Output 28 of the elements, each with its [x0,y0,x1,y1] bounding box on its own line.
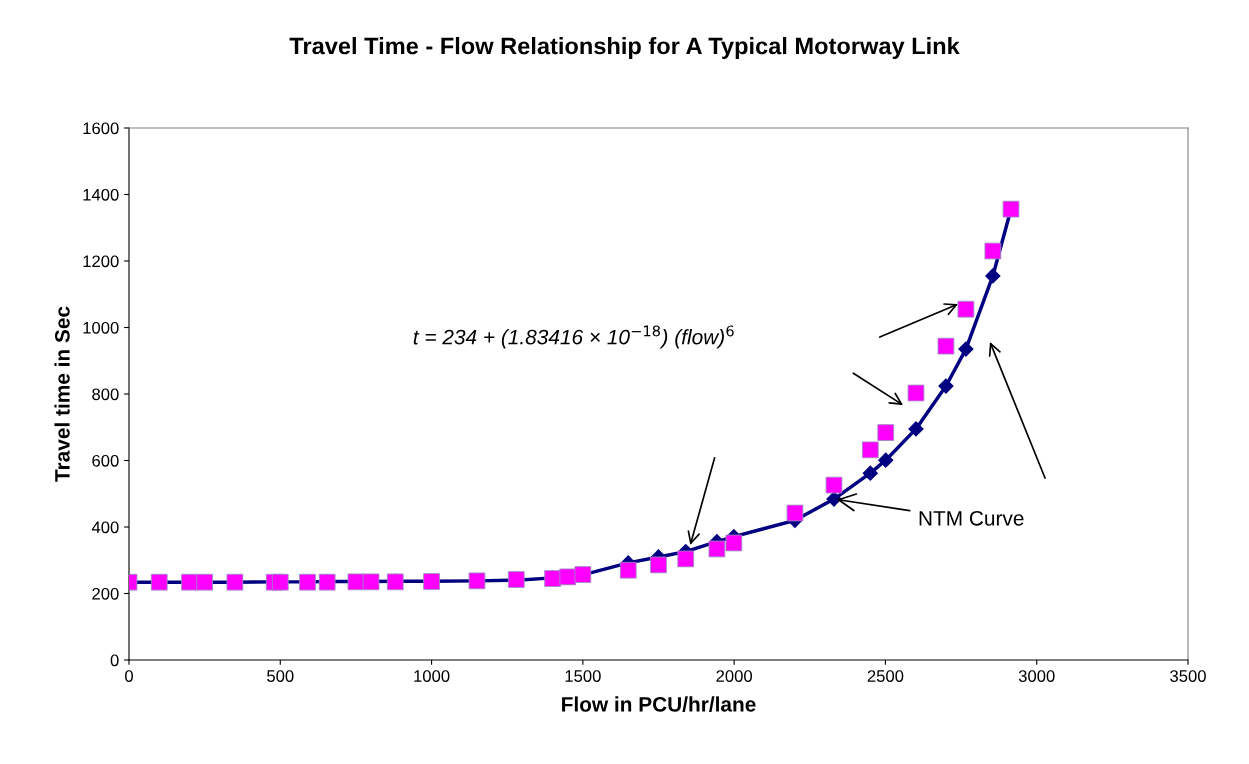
point [958,341,974,357]
x-tick-label: 3500 [1170,670,1206,682]
y-tick-label: 1600 [83,122,119,135]
x-tick-label: 500 [267,670,294,682]
x-tick-label: 3000 [1018,670,1055,682]
point [985,268,1001,284]
y-tick-label: 800 [92,388,119,401]
y-tick-label: 400 [91,521,119,534]
y-tick-label: 0 [110,654,119,667]
annotation: NTM Curve [919,510,1024,526]
x-tick-label: 1000 [414,670,450,682]
annotation: t = 234 + (1.83416 × 10$^{−18}$) (flow)$^{6}$ [413,325,734,349]
x-axis-title: Flow in PCU/hr/lane [562,696,756,712]
y-tick-label: 200 [92,587,119,600]
y-tick-label: 600 [92,454,119,467]
point [862,465,878,481]
x-tick-label: 1500 [565,670,601,682]
point [878,452,894,468]
point [908,421,924,437]
point [938,378,954,394]
chart-title: Travel Time - Flow Relationship for A Typical Motorway Link [289,37,960,59]
y-tick-label: 1400 [83,188,119,201]
x-tick-label: 2500 [867,670,904,682]
x-tick-label: 2000 [716,670,753,682]
y-tick-label: 1200 [83,255,119,268]
y-tick-label: 1000 [83,321,119,334]
y-axis-title: Travel time in Sec [54,306,70,482]
x-tick-label: 0 [125,670,133,682]
